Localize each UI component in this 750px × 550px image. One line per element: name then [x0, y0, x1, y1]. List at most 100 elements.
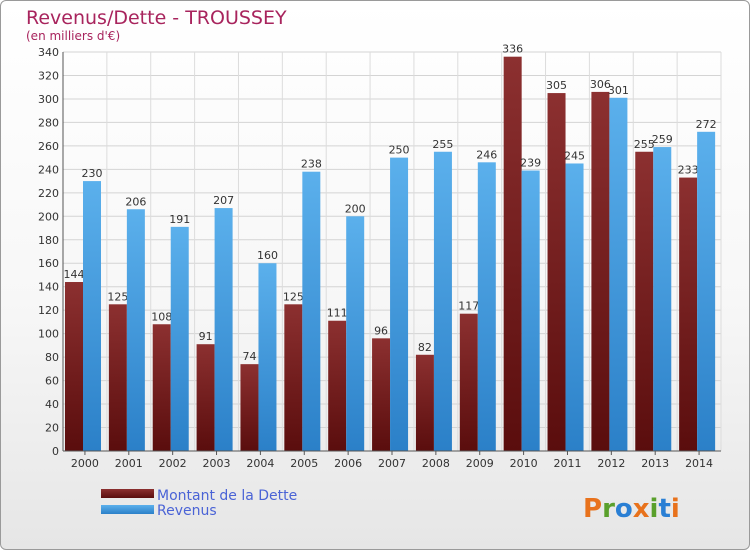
logo-letter: t: [658, 494, 670, 524]
value-label-revenus-2014: 272: [696, 118, 717, 131]
x-tick-label-2002: 2002: [159, 457, 187, 470]
value-label-debt-2001: 125: [107, 290, 128, 303]
y-tick-label: 240: [38, 163, 59, 176]
value-label-debt-2006: 111: [327, 307, 348, 320]
y-tick-label: 140: [38, 281, 59, 294]
x-tick-label-2010: 2010: [510, 457, 538, 470]
value-label-revenus-2002: 191: [169, 213, 190, 226]
bar-revenus-2006: [346, 216, 365, 451]
x-tick-label-2013: 2013: [641, 457, 669, 470]
value-label-debt-2011: 305: [546, 79, 567, 92]
x-tick-label-2000: 2000: [71, 457, 99, 470]
value-label-revenus-2007: 250: [389, 144, 410, 157]
x-tick-label-2007: 2007: [378, 457, 406, 470]
bar-revenus-2007: [390, 157, 409, 451]
value-label-debt-2002: 108: [151, 310, 172, 323]
chart-subtitle: (en milliers d'€): [26, 29, 120, 43]
bar-revenus-2012: [609, 97, 628, 452]
y-tick-label: 220: [38, 187, 59, 200]
legend-label-debt: Montant de la Dette: [157, 488, 297, 504]
x-tick-label-2012: 2012: [597, 457, 625, 470]
bar-debt-2004: [240, 364, 259, 451]
y-tick-label: 280: [38, 116, 59, 129]
logo-letter: i: [650, 494, 659, 524]
y-tick-label: 160: [38, 257, 59, 270]
value-label-revenus-2001: 206: [125, 195, 146, 208]
value-label-debt-2000: 144: [64, 268, 85, 281]
value-label-debt-2003: 91: [199, 330, 213, 343]
bar-debt-2001: [108, 304, 127, 451]
value-label-debt-2010: 336: [502, 43, 523, 56]
bar-debt-2006: [328, 320, 347, 451]
legend-label-revenus: Revenus: [157, 503, 217, 519]
y-axis-ticks: 0 20 40 60 80 100 120 140 160 180 200 220 240 260 280 3…: [38, 46, 59, 458]
bar-debt-2011: [547, 93, 566, 451]
y-tick-label: 20: [45, 422, 59, 435]
legend: Montant de la Dette Revenus: [101, 488, 297, 519]
value-label-debt-2007: 96: [374, 324, 388, 337]
logo-letter: x: [633, 494, 650, 524]
axes: [62, 52, 721, 452]
chart-title: Revenus/Dette - TROUSSEY: [26, 7, 287, 29]
value-label-revenus-2008: 255: [432, 138, 453, 151]
bar-debt-2014: [679, 177, 698, 452]
value-label-debt-2004: 74: [242, 350, 256, 363]
y-tick-label: 60: [45, 375, 59, 388]
bar-revenus-2011: [565, 163, 584, 451]
x-tick-label-2006: 2006: [334, 457, 362, 470]
x-axis-ticks: 2000 2001 2002 2003 2004 2005 2006 2007 2008 2009…: [71, 451, 713, 470]
bar-revenus-2005: [302, 171, 321, 451]
y-tick-label: 120: [38, 304, 59, 317]
y-tick-label: 80: [45, 351, 59, 364]
y-tick-label: 300: [38, 93, 59, 106]
logo-letter: r: [602, 494, 615, 524]
proxiti-logo-text: Proxiti: [583, 494, 680, 524]
logo-letter: i: [671, 494, 680, 524]
bar-revenus-2014: [697, 131, 716, 452]
bar-debt-2012: [591, 91, 610, 452]
bar-revenus-2009: [477, 162, 496, 451]
bar-revenus-2013: [653, 147, 672, 451]
bar-revenus-2002: [170, 226, 189, 451]
value-label-debt-2014: 233: [678, 164, 699, 177]
bar-debt-2009: [459, 313, 478, 451]
value-label-revenus-2006: 200: [345, 202, 366, 215]
bar-debt-2008: [415, 354, 434, 451]
value-label-revenus-2003: 207: [213, 194, 234, 207]
bars: 144 230 125 206 108 191 91 207 74 160 125 238 111 200…: [64, 43, 717, 452]
value-label-revenus-2013: 259: [652, 133, 673, 146]
value-label-revenus-2005: 238: [301, 158, 322, 171]
bar-revenus-2008: [433, 151, 452, 451]
value-label-debt-2012: 306: [590, 78, 611, 91]
bar-debt-2002: [152, 324, 171, 451]
value-label-revenus-2010: 239: [520, 157, 541, 170]
y-tick-label: 340: [38, 46, 59, 59]
x-tick-label-2003: 2003: [203, 457, 231, 470]
proxiti-logo: Proxiti: [583, 494, 680, 524]
x-tick-label-2011: 2011: [553, 457, 581, 470]
y-tick-label: 260: [38, 140, 59, 153]
value-label-revenus-2012: 301: [608, 84, 629, 97]
y-tick-label: 180: [38, 234, 59, 247]
bar-debt-2005: [284, 304, 303, 451]
x-tick-label-2014: 2014: [685, 457, 713, 470]
bar-debt-2000: [65, 282, 83, 451]
x-tick-label-2005: 2005: [290, 457, 318, 470]
bar-revenus-2004: [258, 263, 277, 451]
bar-debt-2010: [503, 56, 522, 451]
value-label-debt-2009: 117: [458, 300, 479, 313]
legend-swatch-revenus: [101, 505, 154, 514]
bar-revenus-2003: [214, 208, 233, 451]
value-label-revenus-2009: 246: [476, 148, 497, 161]
x-tick-label-2009: 2009: [466, 457, 494, 470]
bar-debt-2007: [372, 338, 391, 451]
y-tick-label: 0: [52, 445, 59, 458]
bar-debt-2003: [196, 344, 215, 451]
bar-revenus-2010: [521, 170, 540, 451]
y-tick-label: 200: [38, 210, 59, 223]
x-tick-label-2008: 2008: [422, 457, 450, 470]
y-tick-label: 40: [45, 398, 59, 411]
logo-letter: o: [615, 494, 633, 524]
